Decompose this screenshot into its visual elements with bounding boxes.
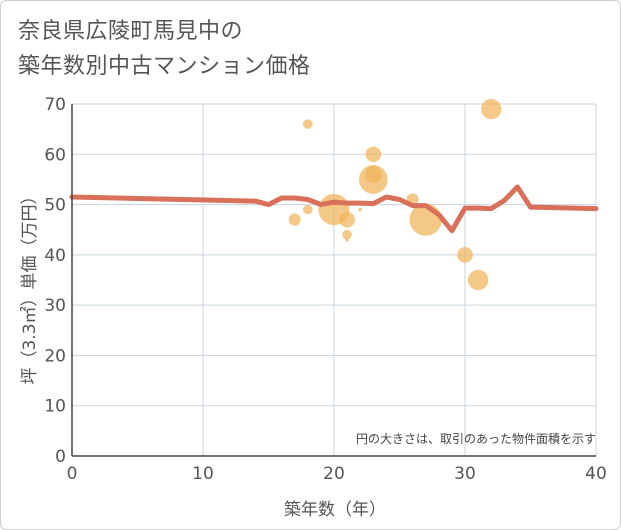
y-axis-label: 坪（3.3㎡）単価（万円） [20, 187, 40, 384]
grid-lines [71, 103, 597, 457]
x-tick-label: 20 [323, 464, 345, 484]
bubble-point [342, 229, 352, 240]
bubble-point [358, 207, 363, 212]
x-tick-label: 0 [67, 464, 78, 484]
bubble-point [339, 211, 355, 228]
bubble-series [288, 98, 502, 291]
bubble-point [303, 204, 313, 215]
x-tick-label: 30 [454, 464, 476, 484]
bubble-point [288, 213, 301, 226]
trend-series [69, 184, 599, 234]
chart-title-line-1: 奈良県広陵町馬見中の [18, 19, 244, 44]
y-tick-label: 10 [44, 397, 66, 417]
bubble-point [358, 165, 388, 194]
x-tick-label: 40 [585, 464, 607, 484]
chart-title-line-2: 築年数別中古マンション価格 [18, 54, 311, 79]
x-axis-label: 築年数（年） [284, 500, 386, 520]
y-tick-label: 20 [44, 346, 66, 366]
bubble-size-note: 円の大きさは、取引のあった物件面積を示す [356, 431, 596, 446]
x-tick-label: 10 [192, 464, 214, 484]
y-tick-label: 40 [44, 246, 66, 266]
bubble-point [457, 247, 473, 263]
trend-line [69, 184, 599, 234]
bubble-point [467, 269, 489, 291]
bubble-point [365, 146, 382, 163]
y-tick-label: 0 [55, 447, 66, 467]
y-tick-label: 50 [44, 196, 66, 216]
bubble-point [481, 98, 502, 120]
y-tick-label: 30 [44, 296, 66, 316]
axes [71, 104, 596, 457]
y-tick-label: 70 [44, 95, 66, 115]
bubble-point [345, 237, 349, 242]
bubble-point [303, 119, 313, 129]
tick-labels: 0 10 20 30 40 0 10 20 30 40 50 60 70 [44, 95, 606, 484]
y-tick-label: 60 [44, 145, 66, 165]
chart-title: 奈良県広陵町馬見中の 築年数別中古マンション価格 [18, 14, 311, 84]
